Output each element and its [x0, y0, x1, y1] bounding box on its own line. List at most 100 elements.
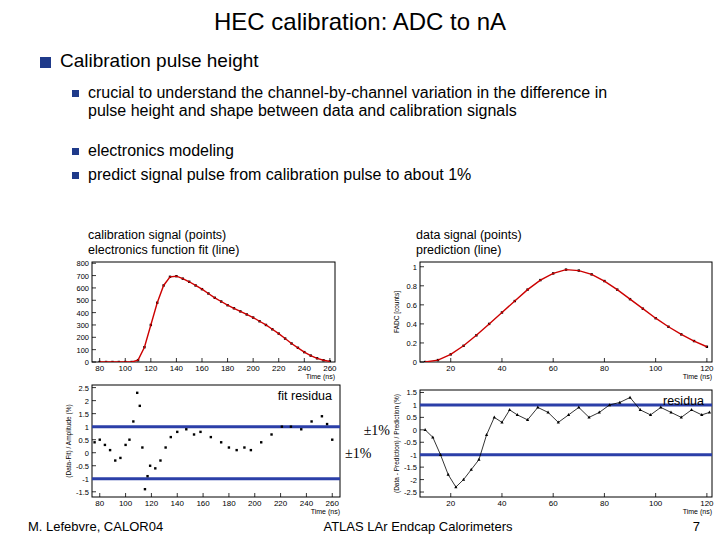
y-tick — [420, 266, 424, 267]
y-tick-label: 0.2 — [407, 339, 417, 348]
y-tick — [92, 287, 96, 288]
data-point — [322, 359, 324, 361]
x-tick-label: 40 — [498, 364, 507, 373]
y-tick — [420, 362, 424, 363]
x-tick — [99, 493, 100, 497]
y-tick-label: 500 — [76, 296, 89, 305]
x-tick-label: 240 — [300, 499, 314, 508]
x-axis-label: Time (ns) — [683, 508, 712, 516]
reference-line — [92, 425, 340, 428]
data-point — [188, 281, 190, 283]
y-tick-label: 0 — [413, 358, 417, 367]
data-group — [93, 392, 333, 491]
x-tick-label: 60 — [549, 364, 558, 373]
data-point — [246, 313, 248, 315]
data-point — [447, 473, 450, 476]
x-tick-label: 240 — [298, 364, 312, 373]
y-tick — [420, 323, 424, 324]
data-point — [700, 413, 703, 416]
data-point — [539, 279, 541, 281]
data-point — [501, 311, 503, 313]
data-point — [552, 272, 554, 274]
x-tick — [176, 358, 177, 362]
data-point — [642, 307, 644, 309]
x-tick — [706, 358, 707, 362]
data-point — [536, 406, 539, 409]
data-point — [214, 297, 216, 299]
data-point — [258, 320, 260, 322]
data-point — [130, 361, 132, 362]
y-tick — [92, 387, 96, 388]
x-tick-label: 20 — [446, 364, 455, 373]
data-point — [297, 347, 299, 349]
data-point — [290, 342, 292, 344]
data-point — [250, 449, 252, 451]
y-tick — [420, 454, 424, 455]
y-tick-label: -0.5 — [404, 438, 417, 447]
y-tick — [92, 491, 96, 492]
y-tick — [420, 392, 424, 393]
y-tick-label: 600 — [76, 284, 89, 293]
chart: 20406080100120-2.5-2-1.5-1-0.500.511.5Ti… — [364, 388, 714, 516]
data-point — [228, 446, 230, 448]
data-point — [260, 441, 262, 443]
x-tick-label: 220 — [272, 364, 286, 373]
y-tick-label: 0 — [85, 449, 89, 458]
plot-frame — [420, 390, 712, 497]
data-point — [290, 425, 292, 427]
data-point — [176, 431, 178, 433]
x-tick — [501, 358, 502, 362]
data-point — [706, 346, 708, 348]
data-point — [109, 449, 111, 451]
y-tick — [92, 413, 96, 414]
data-point — [462, 478, 465, 481]
bullet-marker — [40, 57, 51, 68]
y-tick-label: -2.5 — [404, 488, 417, 497]
y-tick-label: 200 — [76, 333, 89, 342]
x-tick-label: 180 — [222, 499, 236, 508]
sub-bullet-marker — [72, 148, 79, 155]
data-point — [680, 333, 682, 335]
data-point — [143, 346, 145, 348]
y-tick — [420, 404, 424, 405]
x-tick — [450, 358, 451, 362]
x-tick-label: 260 — [326, 499, 340, 508]
bullet: Calibration pulse height — [60, 50, 259, 72]
x-tick-label: 120 — [145, 499, 159, 508]
data-point — [281, 425, 283, 427]
data-point — [488, 323, 490, 325]
reference-line — [420, 403, 712, 406]
y-tick-label: 1 — [413, 263, 417, 272]
legend-entry: calibration signal (points) — [88, 228, 226, 242]
x-tick — [253, 358, 254, 362]
data-point — [233, 307, 235, 309]
data-point — [93, 441, 95, 443]
data-point — [628, 396, 631, 399]
data-point — [331, 438, 333, 440]
chart: 80100120140160180200220240260-1.5-1-0.50… — [65, 384, 372, 516]
data-point — [194, 284, 196, 286]
annotation: ±1% — [345, 446, 372, 461]
plot-frame — [92, 262, 335, 362]
y-tick — [92, 324, 96, 325]
x-tick — [254, 493, 255, 497]
series-line — [425, 397, 709, 487]
x-tick-label: 260 — [323, 364, 337, 373]
data-point — [136, 392, 138, 394]
data-point — [321, 415, 323, 417]
data-point — [303, 351, 305, 353]
y-tick — [420, 442, 424, 443]
plot-frame — [420, 262, 712, 362]
data-point — [508, 408, 511, 411]
data-point — [462, 345, 464, 347]
data-point — [590, 273, 592, 275]
data-point — [439, 453, 442, 456]
x-tick-label: 100 — [119, 499, 133, 508]
x-tick — [125, 358, 126, 362]
x-tick-label: 140 — [170, 364, 184, 373]
x-tick-label: 200 — [248, 499, 262, 508]
data-point — [669, 411, 672, 414]
y-tick-label: 400 — [76, 309, 89, 318]
footer-center: ATLAS LAr Endcap Calorimeters — [260, 519, 576, 534]
data-point — [618, 401, 621, 404]
